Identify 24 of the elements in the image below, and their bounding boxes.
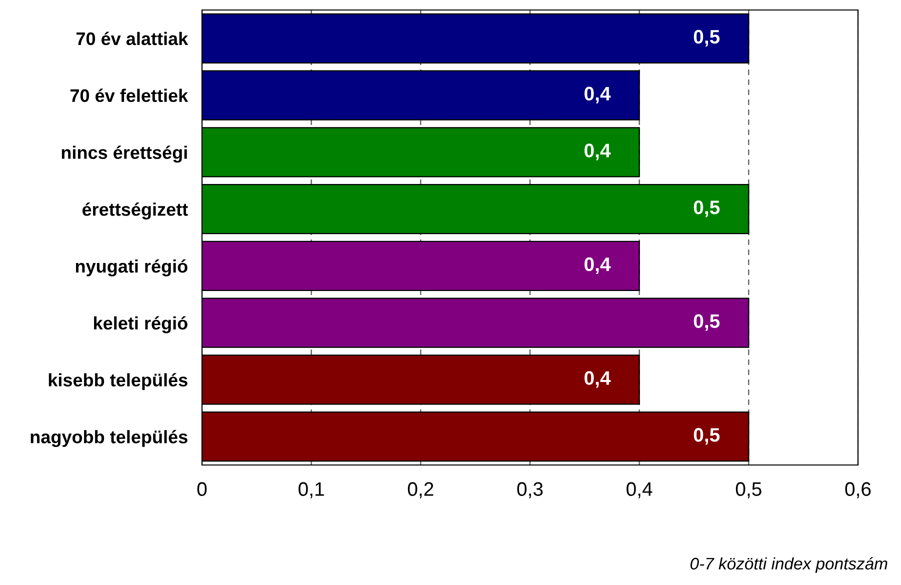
data-label: 0,5 <box>694 30 720 46</box>
data-label: 0,4 <box>584 144 611 160</box>
data-label: 0,4 <box>584 371 611 388</box>
x-tick-label: 0,6 <box>845 482 871 498</box>
data-label: 0,5 <box>694 200 720 218</box>
x-tick-label: 0,1 <box>298 482 324 498</box>
y-tick-label: 70 év alattiak <box>76 32 188 46</box>
y-tick-label: nincs érettségi <box>62 146 187 163</box>
x-tick-label: 0,2 <box>408 482 434 498</box>
data-label: 0,5 <box>694 428 720 445</box>
y-tick-label: kisebb település <box>48 373 188 390</box>
x-tick-label: 0,5 <box>736 482 762 498</box>
x-tick-label: 0 <box>197 482 207 496</box>
x-axis-title: 0-7 közötti index pontszám <box>690 557 888 573</box>
x-tick-label: 0,3 <box>517 482 543 498</box>
y-tick-label: érettségizett <box>82 202 188 220</box>
y-tick-label: keleti régió <box>94 316 188 334</box>
data-label: 0,5 <box>694 314 720 331</box>
y-tick-label: nagyobb település <box>30 430 188 448</box>
y-tick-label: 70 év felettiek <box>70 88 188 102</box>
data-label: 0,4 <box>584 257 611 274</box>
y-tick-label: nyugati régió <box>76 259 188 276</box>
data-label: 0,4 <box>584 86 611 104</box>
x-tick-label: 0,4 <box>626 482 652 498</box>
